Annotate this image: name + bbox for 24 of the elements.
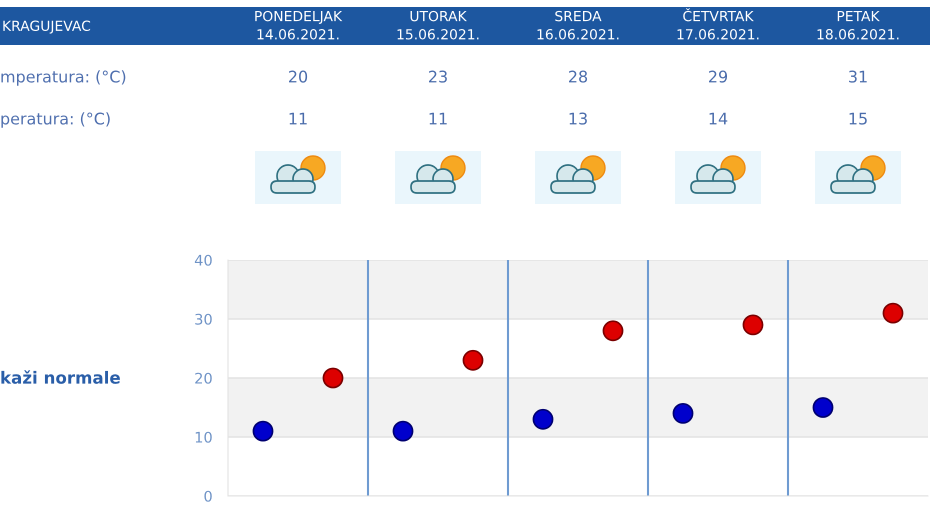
y-tick-label: 0 (204, 490, 212, 502)
data-label: 28 (569, 70, 588, 83)
data-label: 31 (849, 70, 867, 83)
category-label: ČETVRTAK 17.06.2021. (678, 8, 758, 40)
text: KRAGUJEVAC (3, 20, 90, 34)
data-label: 15 (850, 112, 867, 125)
category-label: SREDA 16.06.2021. (538, 10, 618, 40)
data-label: 29 (709, 70, 728, 83)
y-tick-label: 40 (194, 254, 212, 266)
data-label: 23 (429, 70, 447, 83)
y-tick-label: 30 (195, 314, 212, 325)
category-label: PONEDELJAK 14.06.2021. (255, 10, 342, 40)
y-tick-label: 10 (196, 432, 212, 443)
data-label: 14 (710, 112, 728, 124)
data-label: 11 (430, 112, 447, 124)
text: peratura: (°C) (1, 112, 110, 128)
data-label: 13 (570, 112, 587, 125)
text: kaži normale (1, 370, 120, 384)
y-tick-label: 20 (195, 372, 212, 384)
category-label: PETAK 18.06.2021. (818, 11, 898, 40)
category-label: UTORAK 15.06.2021. (398, 10, 478, 40)
data-label: 20 (289, 70, 308, 83)
data-label: 11 (290, 112, 307, 124)
text: mperatura: (°C) (1, 70, 126, 86)
